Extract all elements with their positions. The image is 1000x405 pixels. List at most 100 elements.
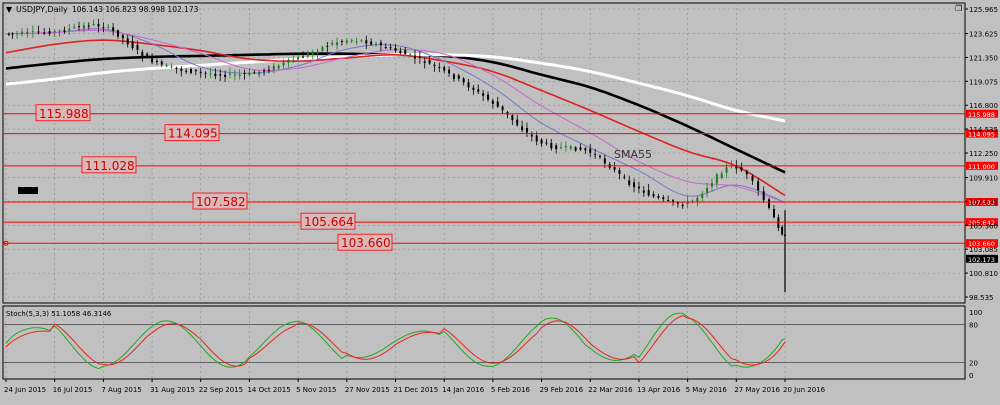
candle-body — [253, 72, 256, 74]
stoch-tick-label: 80 — [969, 322, 978, 330]
candle-body — [735, 165, 738, 169]
current-price-text: 102.173 — [968, 256, 995, 264]
candle-body — [58, 30, 61, 32]
candle-body — [350, 40, 353, 42]
chart-menu-icon[interactable]: ▼ — [6, 5, 13, 14]
level-anchor[interactable] — [3, 240, 9, 246]
candle-body — [165, 65, 168, 67]
stoch-signal-line — [5, 315, 786, 367]
moving-average-lines — [5, 28, 786, 203]
stoch-label: Stoch(5,3,3) 51.1058 46.3146 — [6, 310, 112, 318]
candle-body — [457, 75, 460, 79]
level-price-tag-text: 105.642 — [968, 219, 995, 227]
candle-body — [751, 176, 754, 181]
candle-body — [696, 197, 699, 202]
price-tick-label: 107.635 — [969, 198, 998, 206]
candle-body — [399, 50, 402, 53]
candle-body — [628, 180, 631, 185]
candle-body — [438, 66, 441, 68]
candle-body — [613, 167, 616, 170]
candle-body — [384, 47, 387, 49]
sma55-label: SMA55 — [614, 148, 652, 161]
candle-body — [48, 31, 51, 35]
time-tick-label: 7 Aug 2015 — [101, 386, 141, 394]
candle-body — [691, 200, 694, 202]
candle-body — [365, 40, 368, 44]
candle-body — [516, 119, 519, 126]
candle-body — [175, 67, 178, 69]
candle-body — [102, 27, 105, 29]
candle-body — [647, 189, 650, 196]
candle-body — [740, 167, 743, 171]
level-price-tag — [966, 129, 998, 138]
candle-body — [781, 226, 784, 235]
candle-body — [301, 56, 304, 58]
level-label-box — [192, 192, 248, 210]
candle-body — [92, 23, 95, 25]
candle-body — [321, 47, 324, 51]
candle-body — [146, 53, 149, 57]
candle-body — [720, 173, 723, 179]
candle-body — [560, 147, 563, 149]
level-price-tag — [966, 109, 998, 118]
price-tick-label: 105.360 — [969, 222, 998, 230]
level-price-tag — [966, 239, 998, 248]
candle-body — [68, 28, 71, 31]
candle-body — [409, 54, 412, 56]
candle-body — [107, 26, 110, 28]
candle-body — [768, 199, 771, 208]
candle-body — [131, 41, 134, 49]
candle-body — [482, 93, 485, 96]
time-tick-label: 16 Jul 2015 — [53, 386, 93, 394]
candle-body — [501, 106, 504, 111]
candle-body — [233, 74, 236, 76]
candle-body — [37, 31, 40, 33]
candle-body — [82, 25, 85, 29]
candle-body — [160, 61, 163, 65]
level-label-box — [81, 156, 137, 174]
candle-body — [379, 42, 382, 46]
candle-body — [530, 134, 533, 137]
candle-body — [569, 146, 572, 149]
level-price-tag — [966, 218, 998, 227]
current-price-tag — [966, 254, 998, 263]
candle-body — [190, 69, 193, 73]
candle-body — [472, 87, 475, 91]
candle-body — [78, 26, 81, 28]
time-tick-label: 24 Jun 2015 — [4, 386, 46, 394]
candle-body — [584, 148, 587, 151]
candle-body — [589, 148, 592, 153]
candle-body — [555, 145, 558, 150]
candle-body — [725, 167, 728, 173]
candle-body — [16, 33, 19, 35]
candles — [7, 18, 786, 293]
candle-body — [676, 202, 679, 204]
candle-body — [428, 60, 431, 64]
time-tick-label: 21 Dec 2015 — [394, 386, 439, 394]
time-tick-label: 29 Feb 2016 — [540, 386, 584, 394]
candle-body — [126, 38, 129, 45]
candle-body — [550, 143, 553, 149]
candle-body — [263, 70, 266, 72]
candle-body — [525, 128, 528, 133]
candle-body — [652, 194, 655, 197]
time-tick-label: 14 Oct 2015 — [247, 386, 290, 394]
candle-body — [219, 74, 222, 76]
candle-body — [214, 73, 217, 77]
candle-body — [370, 41, 373, 45]
level-label-box — [35, 104, 91, 122]
candle-body — [136, 45, 139, 50]
price-tick-label: 119.075 — [969, 78, 998, 86]
restore-icon[interactable]: ❐ — [955, 4, 962, 13]
candle-body — [287, 59, 290, 63]
candle-body — [43, 32, 46, 34]
candle-body — [404, 50, 407, 54]
candle-body — [248, 72, 251, 75]
candle-body — [209, 73, 212, 75]
level-label: 111.028 — [85, 159, 135, 173]
candle-body — [715, 174, 718, 184]
candle-body — [633, 182, 636, 188]
stoch-panel[interactable] — [2, 305, 966, 380]
